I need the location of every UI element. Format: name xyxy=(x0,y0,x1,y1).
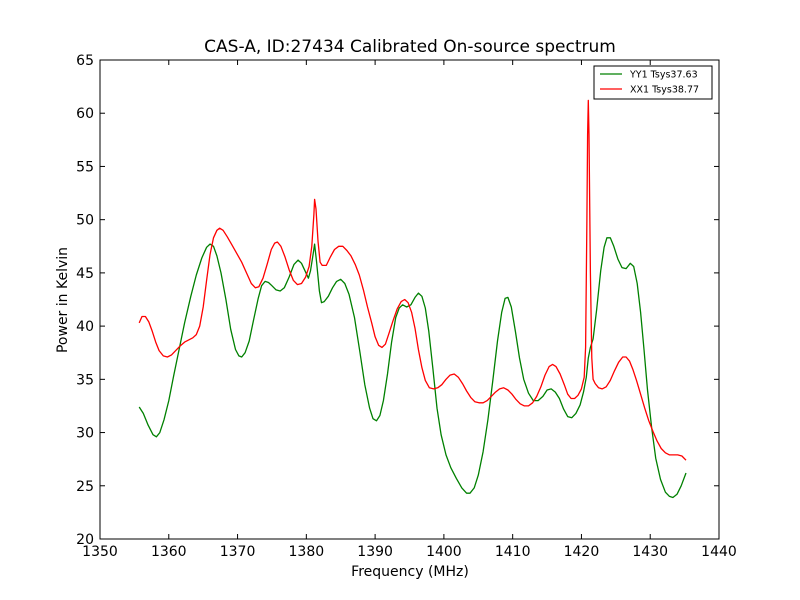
y-tick-label: 65 xyxy=(76,53,94,69)
x-tick-label: 1390 xyxy=(357,544,393,560)
legend: YY1 Tsys37.63 XX1 Tsys38.77 xyxy=(593,65,713,100)
y-tick-label: 25 xyxy=(76,479,94,495)
x-axis: 1350 1360 1370 1380 1390 1400 1410 1420 1430 1440 xyxy=(82,60,737,560)
series-line-xx1 xyxy=(138,99,687,461)
plot-area: 1350 1360 1370 1380 1390 1400 1410 1420 1430 1440… xyxy=(76,53,737,560)
chart-title: CAS-A, ID:27434 Calibrated On-source spe… xyxy=(204,37,616,57)
y-tick-label: 20 xyxy=(76,532,94,548)
y-tick-label: 60 xyxy=(76,106,94,122)
y-tick-label: 40 xyxy=(76,319,94,335)
y-tick-label: 35 xyxy=(76,372,94,388)
legend-frame xyxy=(593,65,713,100)
legend-label: XX1 Tsys38.77 xyxy=(630,85,699,96)
y-tick-label: 50 xyxy=(76,213,94,229)
x-tick-label: 1370 xyxy=(220,544,256,560)
y-tick-label: 45 xyxy=(76,266,94,282)
x-tick-label: 1350 xyxy=(82,544,118,560)
legend-label: YY1 Tsys37.63 xyxy=(629,70,698,81)
x-tick-label: 1360 xyxy=(151,544,187,560)
x-axis-label: Frequency (MHz) xyxy=(351,564,469,580)
plot-frame xyxy=(99,59,720,540)
x-tick-label: 1420 xyxy=(564,544,600,560)
y-axis-label: Power in Kelvin xyxy=(55,247,71,353)
y-tick-label: 55 xyxy=(76,159,94,175)
series-group xyxy=(138,99,687,499)
x-tick-label: 1400 xyxy=(426,544,462,560)
series-line-yy1 xyxy=(138,237,687,499)
x-tick-label: 1430 xyxy=(632,544,668,560)
y-axis: 20 25 30 35 40 45 50 55 60 65 xyxy=(76,53,719,548)
x-tick-label: 1440 xyxy=(701,544,737,560)
y-tick-label: 30 xyxy=(76,426,94,442)
x-tick-label: 1380 xyxy=(289,544,325,560)
x-tick-label: 1410 xyxy=(495,544,531,560)
